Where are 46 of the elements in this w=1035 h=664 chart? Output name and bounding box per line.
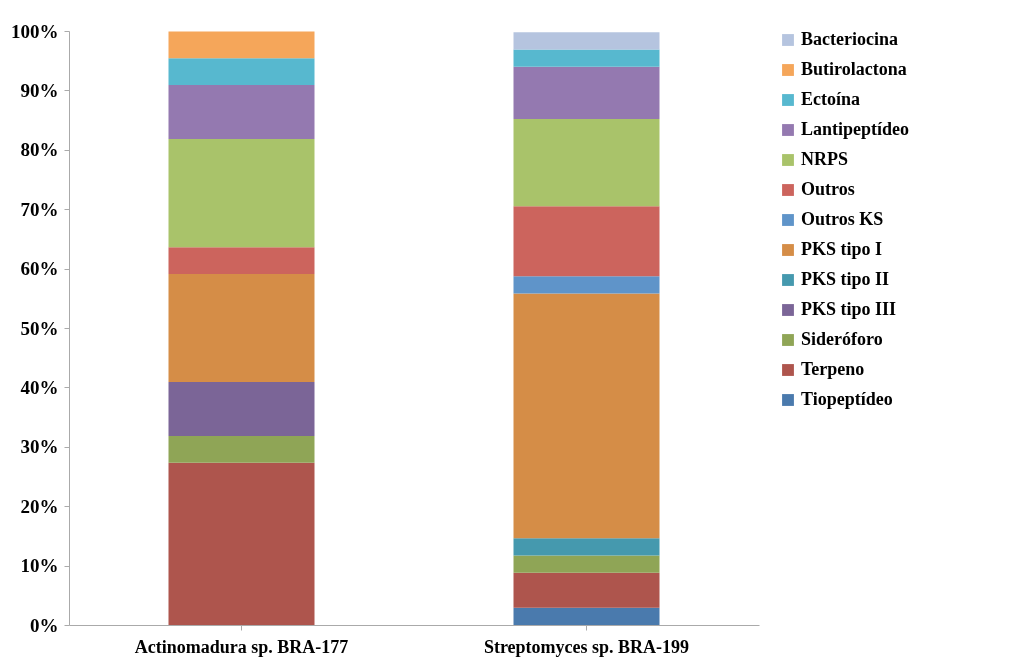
bar xyxy=(168,382,315,437)
y-tick-label: 70% xyxy=(20,198,59,220)
legend-label: PKS tipo II xyxy=(801,269,890,289)
bar xyxy=(168,462,315,625)
bar xyxy=(513,32,660,50)
legend-label: Bacteriocina xyxy=(801,29,898,49)
bar xyxy=(168,139,315,248)
y-tick-label: 20% xyxy=(20,495,59,517)
legend-label: Outros KS xyxy=(801,209,884,229)
bar xyxy=(513,607,660,625)
bar xyxy=(513,538,660,556)
legend-label: NRPS xyxy=(801,149,849,169)
bar xyxy=(513,206,660,277)
y-tick-label: 30% xyxy=(20,436,59,458)
y-tick-label: 90% xyxy=(20,79,59,101)
legend-label: PKS tipo I xyxy=(801,239,883,259)
y-tick-label: 80% xyxy=(20,139,59,161)
y-tick-label: 40% xyxy=(20,376,59,398)
legend-label: Ectoína xyxy=(801,89,861,109)
legend-label: Tiopeptídeo xyxy=(801,389,893,409)
y-tick-label: 50% xyxy=(20,317,59,339)
legend-label: Lantipeptídeo xyxy=(801,119,910,139)
bar xyxy=(168,273,315,383)
bar xyxy=(513,276,660,294)
bar xyxy=(168,436,315,463)
bar xyxy=(513,49,660,67)
y-tick-label: 10% xyxy=(20,555,59,577)
y-tick-label: 0% xyxy=(30,614,59,636)
y-tick-label: 60% xyxy=(20,258,59,280)
bar xyxy=(513,572,660,608)
x-tick-label: Actinomadura sp. BRA-177 xyxy=(134,636,349,657)
y-tick-label: 100% xyxy=(11,20,59,42)
bar xyxy=(513,66,660,119)
legend-label: PKS tipo III xyxy=(801,299,897,319)
legend-label: Sideróforo xyxy=(801,329,883,349)
bar xyxy=(168,58,315,86)
bar xyxy=(168,85,315,140)
x-tick-label: Streptomyces sp. BRA-199 xyxy=(483,636,690,657)
bar xyxy=(513,293,660,539)
legend-label: Outros xyxy=(801,179,855,199)
bar xyxy=(168,31,315,59)
legend-label: Terpeno xyxy=(801,359,865,379)
bar xyxy=(168,247,315,274)
bar xyxy=(513,118,660,207)
legend-label: Butirolactona xyxy=(801,59,907,79)
bar xyxy=(513,555,660,573)
